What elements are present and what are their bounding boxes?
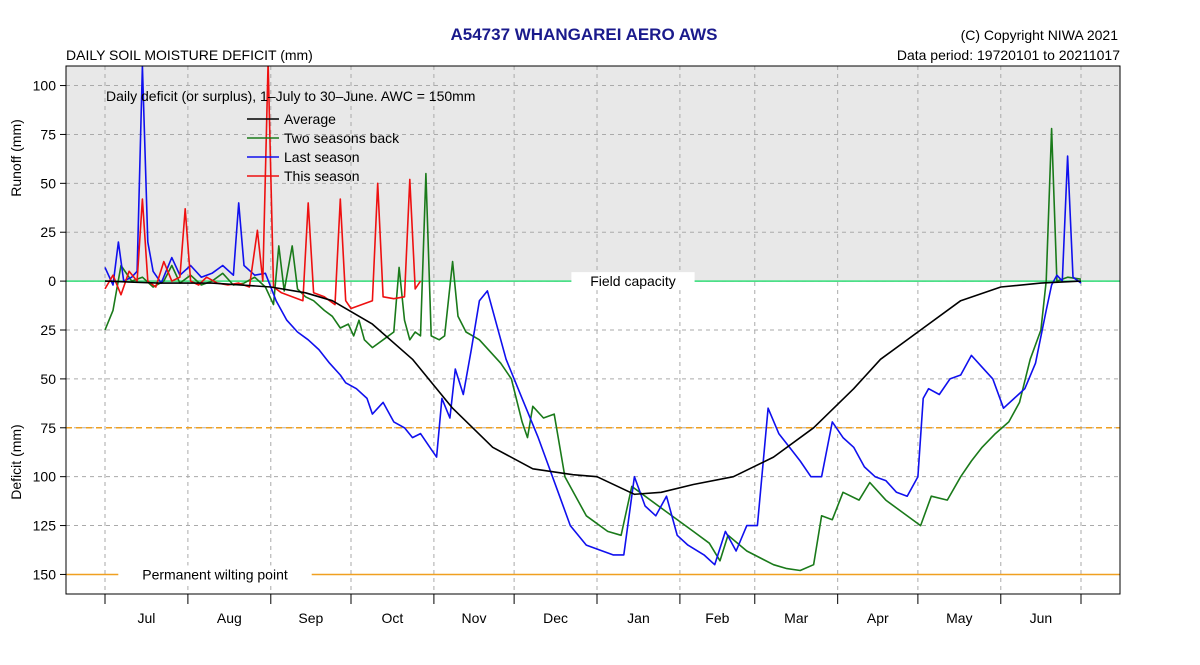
y-tick-label: 50 (40, 175, 56, 191)
y-axis-label-runoff: Runoff (mm) (8, 119, 24, 197)
x-tick-label: Jul (137, 610, 155, 626)
x-tick-label: Feb (705, 610, 729, 626)
x-tick-label: Apr (867, 610, 889, 626)
x-tick-label: Aug (217, 610, 242, 626)
y-tick-label: 0 (48, 273, 56, 289)
y-tick-label: 75 (40, 126, 56, 142)
series-line-this-season (104, 66, 422, 310)
x-tick-label: Nov (462, 610, 487, 626)
x-tick-label: Oct (382, 610, 404, 626)
data-period-text: Data period: 19720101 to 20211017 (897, 47, 1120, 63)
y-tick-label: 75 (40, 420, 56, 436)
series-lines (104, 66, 1082, 572)
chart-legend: Average Two seasons back Last season This s… (247, 111, 400, 184)
y-tick-label: 100 (33, 78, 57, 94)
y-tick-label: 125 (33, 518, 57, 534)
chart-annotation: Daily deficit (or surplus), 1–July to 30… (106, 88, 475, 104)
legend-label: Two seasons back (284, 130, 400, 146)
y-tick-label: 25 (40, 322, 56, 338)
series-line-average (104, 280, 1082, 496)
chart-subtitle: DAILY SOIL MOISTURE DEFICIT (mm) (66, 47, 313, 63)
copyright-text: (C) Copyright NIWA 2021 (961, 27, 1119, 43)
y-tick-label: 25 (40, 224, 56, 240)
y-tick-label: 100 (33, 469, 57, 485)
x-tick-label: Mar (784, 610, 808, 626)
x-tick-label: Sep (298, 610, 323, 626)
reference-label: Permanent wilting point (142, 566, 288, 582)
reference-lines: Field capacity Permanent wilting point (66, 272, 1120, 584)
legend-label: This season (284, 168, 359, 184)
reference-label-bg (118, 565, 312, 584)
y-tick-label: 50 (40, 371, 56, 387)
y-tick-label: 150 (33, 566, 57, 582)
chart-title: A54737 WHANGAREI AERO AWS (450, 25, 717, 44)
x-tick-label: Jan (627, 610, 650, 626)
series-line-two-seasons-back (104, 127, 1082, 572)
reference-label: Field capacity (590, 273, 676, 289)
y-axis-label-deficit: Deficit (mm) (8, 424, 24, 499)
legend-label: Average (284, 111, 336, 127)
axis-ticks: 100 75 50 25 0 25 50 75 100 125 150 Jul Aug Sep Oct Nov… (33, 78, 1082, 626)
reference-label-bg (571, 272, 695, 291)
x-tick-label: Jun (1030, 610, 1053, 626)
series-line-last-season (104, 66, 1082, 566)
x-tick-label: May (946, 610, 972, 626)
legend-label: Last season (284, 149, 360, 165)
x-tick-label: Dec (543, 610, 568, 626)
